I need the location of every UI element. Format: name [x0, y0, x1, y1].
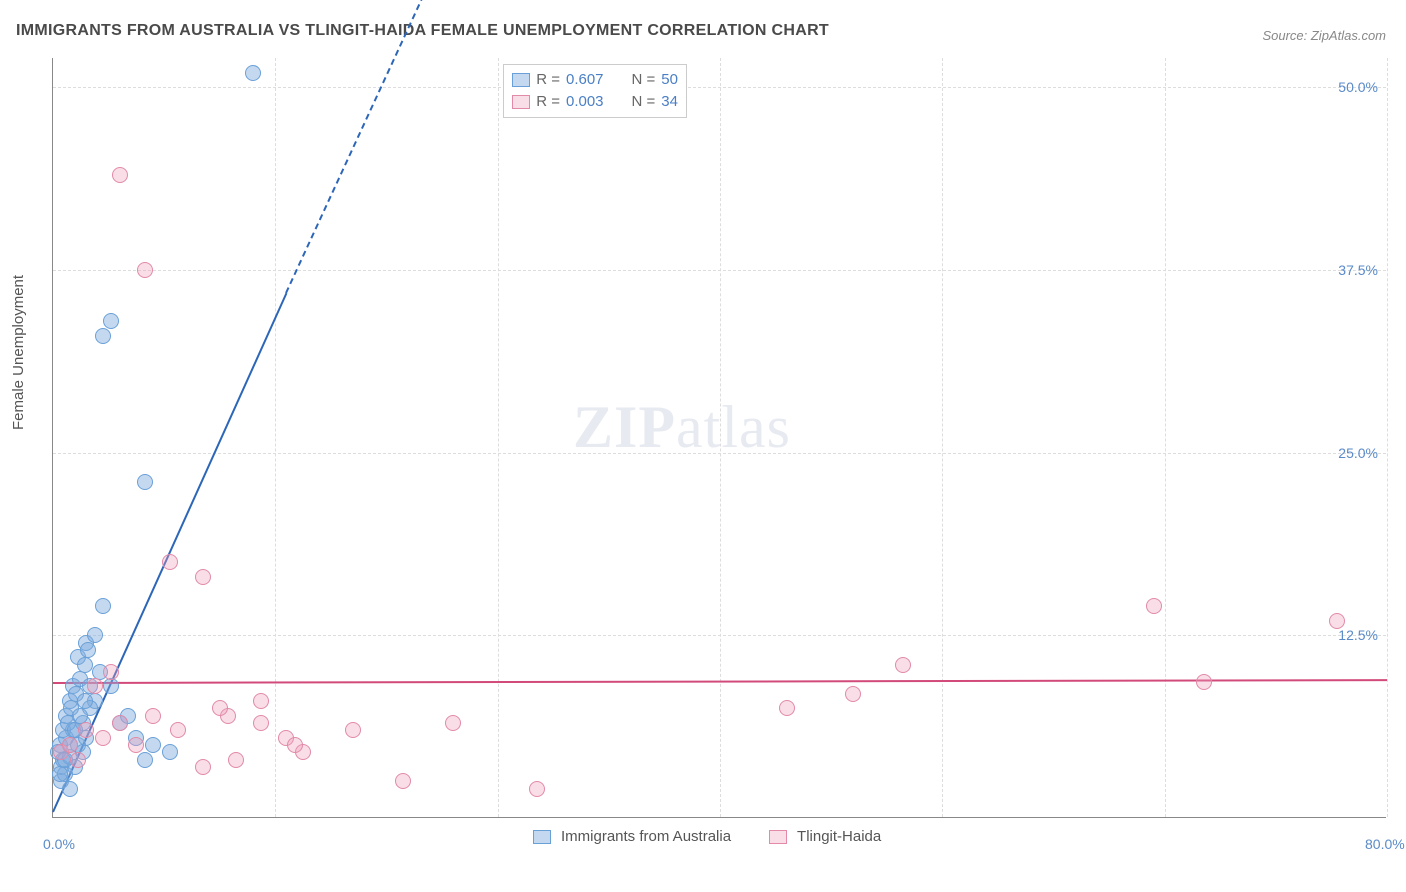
data-point — [72, 708, 88, 724]
source-attribution: Source: ZipAtlas.com — [1262, 28, 1386, 43]
r-label: R = — [536, 69, 560, 91]
r-value: 0.607 — [566, 69, 604, 91]
data-point — [137, 752, 153, 768]
data-point — [77, 693, 93, 709]
n-label: N = — [632, 69, 656, 91]
data-point — [162, 554, 178, 570]
data-point — [1146, 598, 1162, 614]
legend-label: Tlingit-Haida — [797, 828, 881, 845]
data-point — [529, 781, 545, 797]
data-point — [345, 722, 361, 738]
data-point — [78, 722, 94, 738]
gridline-vertical — [498, 58, 499, 817]
n-value: 50 — [661, 69, 678, 91]
data-point — [253, 693, 269, 709]
gridline-vertical — [1165, 58, 1166, 817]
y-tick-label: 37.5% — [1338, 262, 1378, 278]
legend-stats-row: R = 0.607 N =50 — [512, 69, 678, 91]
data-point — [95, 730, 111, 746]
data-point — [95, 598, 111, 614]
data-point — [195, 569, 211, 585]
legend-swatch — [769, 830, 787, 844]
data-point — [245, 65, 261, 81]
legend-swatch — [512, 95, 530, 109]
data-point — [137, 474, 153, 490]
data-point — [287, 737, 303, 753]
y-tick-label: 50.0% — [1338, 79, 1378, 95]
legend-swatch — [512, 73, 530, 87]
x-tick-label: 80.0% — [1365, 836, 1405, 852]
n-label: N = — [632, 91, 656, 113]
data-point — [70, 752, 86, 768]
data-point — [87, 678, 103, 694]
legend-label: Immigrants from Australia — [561, 828, 731, 845]
data-point — [253, 715, 269, 731]
plot-area: ZIPatlas 12.5%25.0%37.5%50.0%0.0%80.0%R … — [52, 58, 1386, 818]
gridline-vertical — [275, 58, 276, 817]
data-point — [170, 722, 186, 738]
data-point — [145, 737, 161, 753]
r-label: R = — [536, 91, 560, 113]
data-point — [895, 657, 911, 673]
chart-title: IMMIGRANTS FROM AUSTRALIA VS TLINGIT-HAI… — [16, 22, 829, 40]
data-point — [87, 627, 103, 643]
n-value: 34 — [661, 91, 678, 113]
data-point — [212, 700, 228, 716]
data-point — [128, 737, 144, 753]
data-point — [779, 700, 795, 716]
legend-swatch — [533, 830, 551, 844]
legend-stats-row: R = 0.003 N =34 — [512, 91, 678, 113]
data-point — [845, 686, 861, 702]
r-value: 0.003 — [566, 91, 604, 113]
data-point — [195, 759, 211, 775]
y-axis-title: Female Unemployment — [10, 275, 27, 430]
data-point — [103, 664, 119, 680]
data-point — [228, 752, 244, 768]
y-tick-label: 25.0% — [1338, 445, 1378, 461]
data-point — [77, 657, 93, 673]
data-point — [62, 781, 78, 797]
legend-series: Immigrants from Australia Tlingit-Haida — [533, 828, 909, 845]
data-point — [103, 678, 119, 694]
data-point — [1196, 674, 1212, 690]
gridline-vertical — [1387, 58, 1388, 817]
data-point — [112, 715, 128, 731]
data-point — [112, 167, 128, 183]
data-point — [1329, 613, 1345, 629]
data-point — [395, 773, 411, 789]
data-point — [162, 744, 178, 760]
legend-stats: R = 0.607 N =50 R = 0.003 N =34 — [503, 64, 687, 118]
data-point — [62, 737, 78, 753]
y-tick-label: 12.5% — [1338, 627, 1378, 643]
data-point — [80, 642, 96, 658]
data-point — [145, 708, 161, 724]
x-tick-label: 0.0% — [43, 836, 75, 852]
data-point — [445, 715, 461, 731]
trend-line-dashed — [286, 0, 430, 293]
data-point — [52, 766, 68, 782]
data-point — [95, 328, 111, 344]
gridline-vertical — [942, 58, 943, 817]
gridline-vertical — [720, 58, 721, 817]
data-point — [137, 262, 153, 278]
data-point — [103, 313, 119, 329]
